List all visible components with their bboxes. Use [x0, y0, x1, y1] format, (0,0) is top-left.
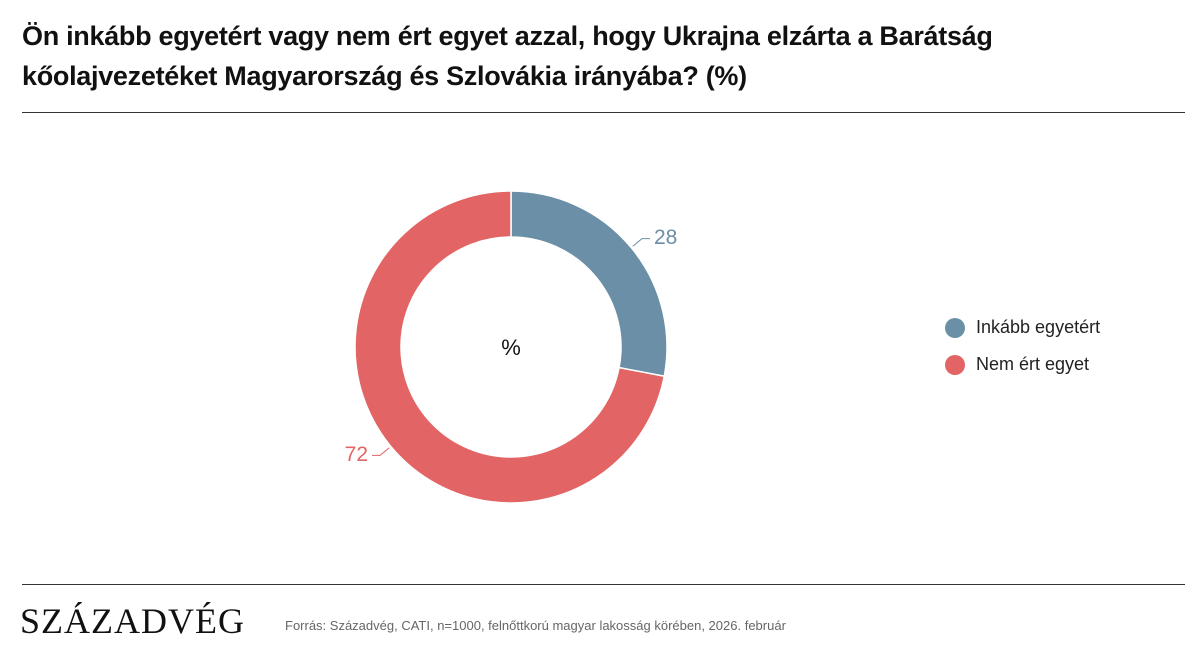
source: Forrás: Századvég, CATI, n=1000, felnőtt…	[285, 618, 786, 633]
chart-title: Ön inkább egyetért vagy nem ért egyet az…	[22, 21, 993, 91]
legend-label: Inkább egyetért	[976, 317, 1100, 337]
value-label: 72	[345, 443, 368, 466]
bottom-rule	[22, 584, 1185, 585]
legend-label: Nem ért egyet	[976, 354, 1089, 374]
top-rule	[22, 112, 1185, 113]
leader-line	[632, 238, 650, 247]
value-label: 28	[654, 226, 677, 249]
leader-line	[372, 447, 390, 456]
logo: SZÁZADVÉG	[20, 601, 245, 641]
slice	[510, 190, 668, 378]
legend-marker	[945, 355, 965, 375]
slice	[354, 190, 666, 504]
legend-marker	[945, 318, 965, 338]
center-label: %	[501, 335, 521, 360]
